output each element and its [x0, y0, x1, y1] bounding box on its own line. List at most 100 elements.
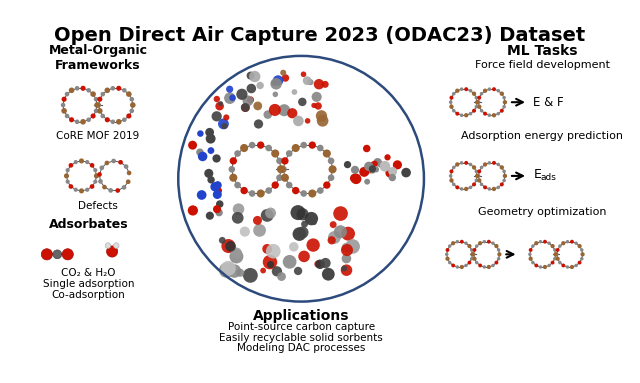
- Circle shape: [207, 176, 215, 183]
- Circle shape: [328, 236, 336, 244]
- Circle shape: [111, 86, 115, 91]
- Text: Point-source carbon capture: Point-source carbon capture: [228, 322, 374, 332]
- Circle shape: [500, 165, 504, 170]
- Circle shape: [80, 119, 86, 124]
- Circle shape: [292, 144, 300, 152]
- Circle shape: [317, 115, 328, 127]
- Circle shape: [474, 170, 478, 173]
- Circle shape: [280, 166, 287, 173]
- Circle shape: [81, 86, 86, 91]
- Circle shape: [488, 87, 491, 91]
- Circle shape: [460, 161, 463, 165]
- Circle shape: [500, 92, 504, 96]
- Circle shape: [216, 209, 223, 216]
- Circle shape: [346, 239, 360, 254]
- Circle shape: [460, 87, 463, 91]
- Circle shape: [79, 159, 84, 164]
- Circle shape: [246, 84, 256, 93]
- Circle shape: [531, 244, 534, 248]
- Circle shape: [124, 164, 129, 169]
- Circle shape: [497, 112, 500, 115]
- Circle shape: [363, 168, 371, 175]
- Circle shape: [236, 89, 248, 100]
- Circle shape: [497, 186, 500, 189]
- Circle shape: [445, 257, 450, 261]
- Circle shape: [129, 108, 134, 113]
- Circle shape: [468, 112, 472, 115]
- Circle shape: [351, 173, 362, 184]
- Circle shape: [477, 96, 481, 100]
- Circle shape: [118, 160, 123, 165]
- Circle shape: [204, 169, 213, 178]
- Circle shape: [41, 249, 52, 260]
- Circle shape: [266, 244, 280, 259]
- Circle shape: [212, 111, 222, 121]
- Circle shape: [452, 109, 456, 113]
- Circle shape: [328, 157, 335, 164]
- Circle shape: [122, 185, 126, 190]
- Circle shape: [467, 261, 471, 265]
- Circle shape: [477, 100, 480, 104]
- Circle shape: [289, 242, 298, 252]
- Circle shape: [228, 264, 241, 278]
- Circle shape: [529, 257, 532, 261]
- Circle shape: [476, 100, 480, 104]
- Circle shape: [86, 118, 91, 122]
- Circle shape: [385, 168, 395, 178]
- Circle shape: [229, 95, 236, 101]
- Circle shape: [539, 265, 542, 269]
- Text: E: E: [534, 167, 541, 180]
- Circle shape: [308, 190, 316, 198]
- Circle shape: [556, 257, 560, 261]
- Circle shape: [388, 167, 397, 176]
- Circle shape: [254, 119, 263, 129]
- Circle shape: [547, 264, 551, 267]
- Circle shape: [449, 100, 452, 104]
- Circle shape: [316, 110, 327, 121]
- Circle shape: [216, 200, 223, 208]
- Circle shape: [460, 265, 464, 269]
- Circle shape: [292, 187, 300, 194]
- Circle shape: [472, 92, 476, 96]
- Circle shape: [65, 180, 70, 184]
- Circle shape: [455, 88, 460, 93]
- Circle shape: [205, 128, 214, 137]
- Circle shape: [99, 165, 104, 170]
- Circle shape: [311, 103, 317, 108]
- Circle shape: [448, 244, 451, 248]
- Circle shape: [228, 166, 235, 173]
- Circle shape: [351, 166, 359, 174]
- Circle shape: [292, 227, 306, 241]
- Circle shape: [328, 165, 337, 173]
- Text: ads: ads: [540, 173, 556, 182]
- Circle shape: [367, 165, 375, 173]
- Circle shape: [449, 105, 454, 109]
- Circle shape: [271, 182, 279, 189]
- Circle shape: [341, 227, 355, 241]
- Circle shape: [294, 267, 302, 275]
- Circle shape: [108, 188, 113, 193]
- Circle shape: [264, 110, 272, 119]
- Circle shape: [218, 101, 223, 106]
- Circle shape: [460, 240, 464, 244]
- Circle shape: [293, 116, 304, 126]
- Circle shape: [234, 150, 241, 157]
- Circle shape: [305, 118, 310, 124]
- Circle shape: [61, 108, 67, 114]
- Circle shape: [483, 265, 486, 269]
- Circle shape: [301, 221, 308, 228]
- Circle shape: [266, 187, 272, 194]
- Circle shape: [497, 248, 500, 252]
- Circle shape: [196, 149, 204, 156]
- Circle shape: [100, 114, 105, 118]
- Circle shape: [475, 261, 479, 264]
- Circle shape: [468, 89, 472, 93]
- Circle shape: [198, 152, 207, 161]
- Circle shape: [500, 109, 504, 113]
- Circle shape: [451, 264, 455, 267]
- Circle shape: [75, 86, 79, 91]
- Circle shape: [221, 239, 236, 253]
- Circle shape: [464, 187, 468, 191]
- Text: Easily recyclable solid sorbents: Easily recyclable solid sorbents: [220, 333, 383, 343]
- Circle shape: [492, 187, 496, 191]
